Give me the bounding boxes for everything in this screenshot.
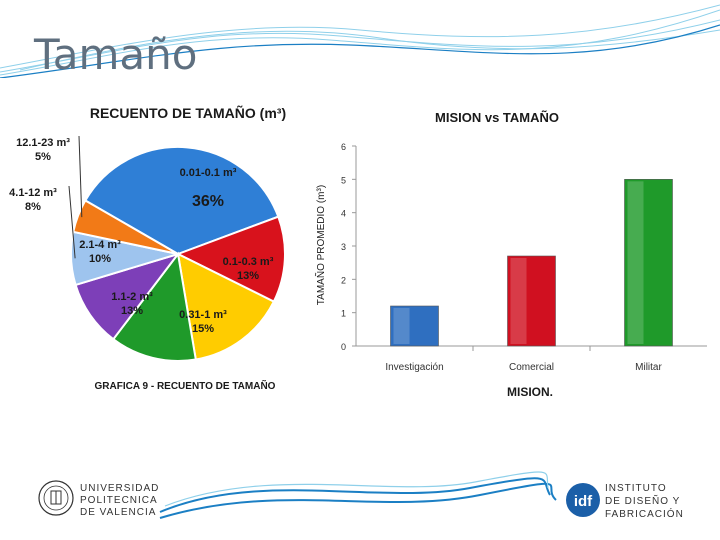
pie-slice-label: 0.31-1 m³ <box>179 309 227 321</box>
bar-title: MISION vs TAMAÑO <box>435 110 559 125</box>
pie-slice-label: 2.1-4 m³ <box>79 239 121 251</box>
bar-chart: MISION vs TAMAÑO TAMAÑO PROMEDIO (m³) 0 1… <box>314 110 707 399</box>
pie-slice <box>111 251 197 362</box>
pie-leader-line <box>78 135 83 218</box>
bar-ytick-label: 2 <box>341 275 346 285</box>
bar-ytick-label: 4 <box>341 209 346 219</box>
pie-caption: GRAFICA 9 - RECUENTO DE TAMAÑO <box>95 379 276 392</box>
pie-slice-percent: 13% <box>237 270 259 282</box>
pie-slice-label: 0.01-0.1 m³ <box>180 167 237 179</box>
bar-xlabel: MISION. <box>507 385 553 396</box>
bar-category-label: Militar <box>635 362 662 373</box>
pie-chart: RECUENTO DE TAMAÑO (m³) 0.01-0.1 m³ 36% 0.… <box>9 104 286 392</box>
bar-ytick-label: 6 <box>341 142 346 152</box>
pie-slice-percent: 13% <box>121 305 143 317</box>
bar-category-label: Investigación <box>385 362 443 373</box>
pie-title: RECUENTO DE TAMAÑO (m³) <box>90 104 286 121</box>
bar-ytick-label: 1 <box>341 309 346 319</box>
pie-slice-percent: 36% <box>192 193 224 210</box>
upv-seal-icon <box>38 480 74 516</box>
bar-ytick-label: 0 <box>341 342 346 352</box>
idf-line-3: FABRICACIÓN <box>605 507 684 520</box>
pie-slice-label: 0.1-0.3 m³ <box>223 256 274 268</box>
bar <box>390 305 439 347</box>
pie-slice-label: 12.1-23 m³ <box>16 137 70 149</box>
idf-logo: idf INSTITUTO DE DISEÑO Y FABRICACIÓN <box>565 478 695 529</box>
upv-logo: UNIVERSIDAD POLITECNICA DE VALENCIA <box>38 478 168 527</box>
idf-mark-icon: idf <box>566 483 600 517</box>
bar-ytick-label: 5 <box>341 175 346 185</box>
bar-category-label: Comercial <box>509 362 554 373</box>
upv-line-2: POLITECNICA <box>80 495 158 506</box>
bar-ytick-label: 3 <box>341 242 346 252</box>
slide-title: Tamaño <box>34 30 198 79</box>
bar <box>507 255 556 347</box>
pie-slice <box>176 252 276 361</box>
bar-ylabel: TAMAÑO PROMEDIO (m³) <box>314 185 327 305</box>
bar-chart-panel: MISION vs TAMAÑO TAMAÑO PROMEDIO (m³) 0 1… <box>313 100 714 399</box>
upv-line-1: UNIVERSIDAD <box>80 483 159 494</box>
pie-slice <box>175 215 286 303</box>
pie-slice-percent: 8% <box>25 201 41 213</box>
pie-slice-label: 4.1-12 m³ <box>9 187 57 199</box>
svg-text:idf: idf <box>574 493 593 510</box>
idf-line-1: INSTITUTO <box>605 483 667 494</box>
pie-slice-label: 1.1-2 m³ <box>111 291 153 303</box>
pie-leader-line <box>68 185 76 259</box>
pie-slice-percent: 15% <box>192 323 214 335</box>
bar <box>624 179 673 347</box>
idf-line-2: DE DISEÑO Y <box>605 494 680 507</box>
pie-slice-percent: 10% <box>89 253 111 265</box>
pie-chart-panel: RECUENTO DE TAMAÑO (m³) 0.01-0.1 m³ 36% 0.… <box>0 78 313 396</box>
pie-slice-percent: 5% <box>35 151 51 163</box>
upv-line-3: DE VALENCIA <box>80 507 156 518</box>
